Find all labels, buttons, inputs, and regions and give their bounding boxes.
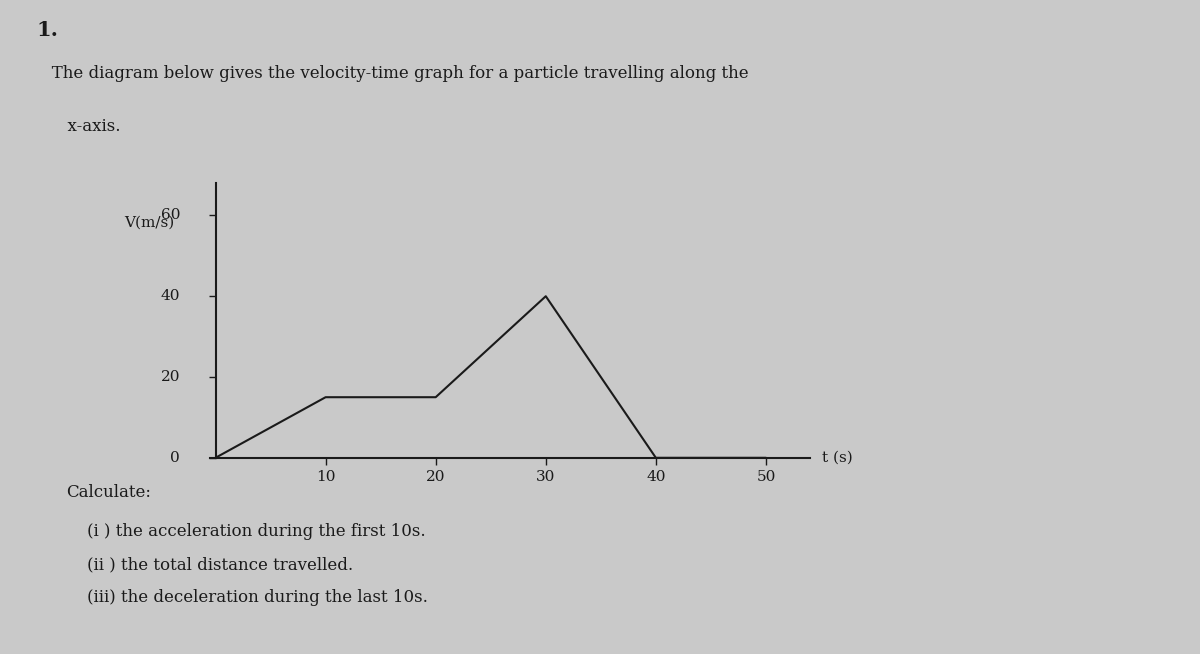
Text: (iii) the deceleration during the last 10s.: (iii) the deceleration during the last 1… [66,589,428,606]
Text: 60: 60 [161,209,180,222]
Text: x-axis.: x-axis. [36,118,120,135]
Text: Calculate:: Calculate: [66,484,151,501]
Text: t (s): t (s) [822,451,853,465]
Text: (i ) the acceleration during the first 10s.: (i ) the acceleration during the first 1… [66,523,426,540]
Text: V(m/s): V(m/s) [124,216,174,230]
Text: (ii ) the total distance travelled.: (ii ) the total distance travelled. [66,556,353,573]
Text: 40: 40 [161,289,180,303]
Text: The diagram below gives the velocity-time graph for a particle travelling along : The diagram below gives the velocity-tim… [36,65,749,82]
Text: 1.: 1. [36,20,58,40]
Text: 0: 0 [170,451,180,465]
Text: 20: 20 [161,370,180,384]
